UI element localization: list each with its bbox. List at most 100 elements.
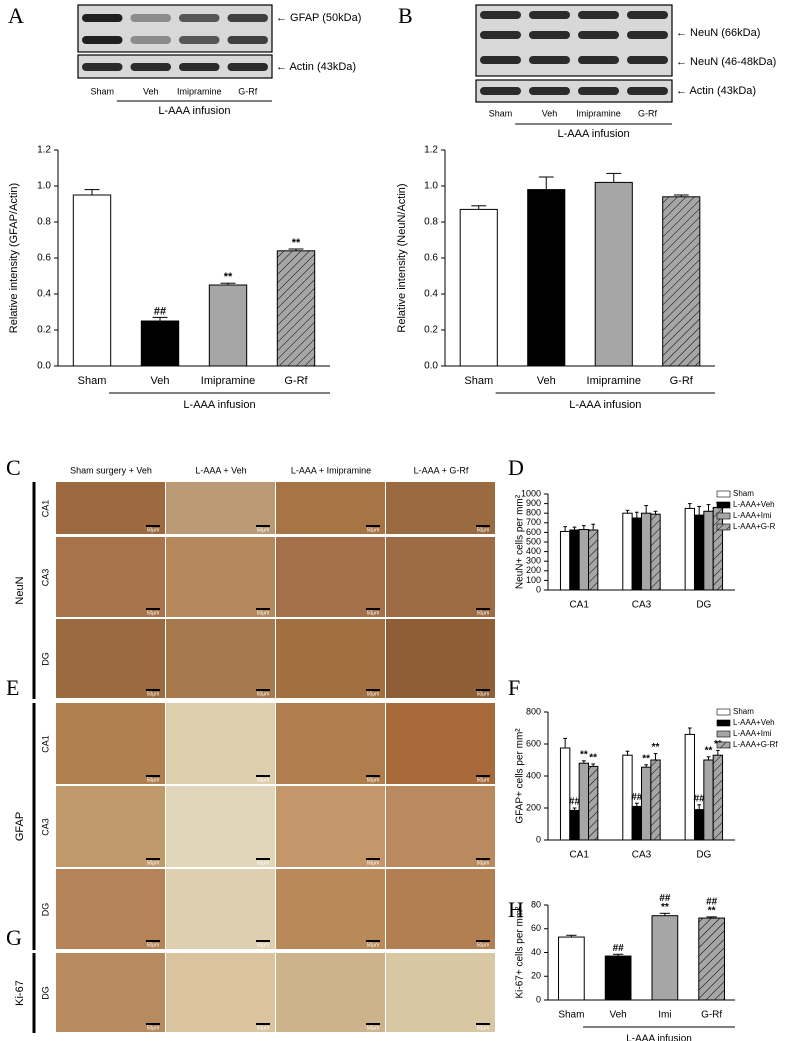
significance: ** bbox=[224, 271, 233, 283]
blot-band bbox=[578, 31, 619, 39]
x-tick-label: CA1 bbox=[569, 600, 589, 611]
y-tick-label: 400 bbox=[526, 770, 541, 780]
x-tick-label: DG bbox=[696, 600, 711, 611]
bar bbox=[631, 517, 643, 591]
micrograph bbox=[386, 703, 495, 784]
scale-label: 50μm bbox=[257, 860, 270, 866]
row-label: CA1 bbox=[40, 735, 50, 753]
scale-bar bbox=[366, 858, 380, 860]
column-header: Sham surgery + Veh bbox=[70, 465, 152, 475]
significance: ** bbox=[580, 749, 588, 760]
y-tick-label: 80 bbox=[531, 899, 541, 909]
bar bbox=[578, 529, 590, 591]
blot-band bbox=[529, 31, 570, 39]
legend-swatch bbox=[716, 741, 731, 749]
micrograph bbox=[276, 869, 385, 949]
bar bbox=[140, 320, 180, 367]
y-tick-label: 800 bbox=[526, 508, 541, 518]
group-label: L-AAA infusion bbox=[183, 399, 255, 411]
bar bbox=[559, 747, 571, 841]
micrograph bbox=[386, 537, 495, 617]
x-tick-label: Veh bbox=[151, 375, 170, 387]
significance: ** bbox=[705, 745, 713, 756]
scale-bar bbox=[256, 1023, 270, 1025]
blot-box bbox=[77, 4, 273, 53]
y-tick-label: 200 bbox=[526, 565, 541, 575]
x-tick-label: Sham bbox=[558, 1010, 584, 1021]
blot-band bbox=[480, 87, 521, 95]
legend-label: L-AAA+G-R bbox=[733, 522, 776, 531]
scale-bar bbox=[256, 858, 270, 860]
scale-label: 50μm bbox=[257, 777, 270, 783]
group-label: L-AAA infusion bbox=[158, 105, 230, 117]
y-tick-label: 0.2 bbox=[37, 325, 51, 336]
scale-label: 50μm bbox=[477, 527, 490, 533]
y-tick-label: 1.0 bbox=[424, 181, 438, 192]
x-tick-label: Sham bbox=[464, 375, 493, 387]
scale-label: 50μm bbox=[257, 691, 270, 697]
significance: ## bbox=[631, 792, 643, 803]
legend-label: L-AAA+Veh bbox=[733, 500, 775, 509]
y-axis-label: Relative intensity (GFAP/Actin) bbox=[8, 183, 20, 333]
scale-label: 50μm bbox=[257, 610, 270, 616]
y-tick-label: 0.4 bbox=[424, 289, 438, 300]
x-tick-label: Imi bbox=[658, 1010, 671, 1021]
micrograph bbox=[56, 869, 165, 949]
band-label: ← Actin (43kDa) bbox=[276, 61, 356, 73]
micrograph bbox=[166, 619, 275, 698]
legend-swatch bbox=[716, 501, 731, 509]
panel-letter: E bbox=[6, 675, 19, 700]
scale-bar bbox=[366, 1023, 380, 1025]
micrograph bbox=[276, 786, 385, 867]
y-tick-label: 0 bbox=[536, 994, 541, 1004]
scale-bar bbox=[256, 689, 270, 691]
blot-band bbox=[529, 87, 570, 95]
micrograph bbox=[56, 619, 165, 698]
bar bbox=[569, 809, 580, 841]
significance: ## bbox=[694, 793, 706, 804]
significance: ## bbox=[154, 305, 166, 317]
group-label: L-AAA infusion bbox=[626, 1034, 692, 1041]
y-axis-label: GFAP+ cells per mm² bbox=[515, 728, 526, 824]
scale-label: 50μm bbox=[147, 527, 160, 533]
scale-bar bbox=[366, 940, 380, 942]
y-axis-label: Relative intensity (NeuN/Actin) bbox=[396, 183, 408, 332]
scale-bar bbox=[256, 525, 270, 527]
blot-box bbox=[475, 79, 673, 103]
scale-bar bbox=[476, 608, 490, 610]
scale-bar bbox=[146, 1023, 160, 1025]
scale-label: 50μm bbox=[477, 777, 490, 783]
group-name: Ki-67 bbox=[14, 980, 26, 1006]
panel-letter: F bbox=[508, 675, 520, 700]
blot-band bbox=[480, 31, 521, 39]
scale-label: 50μm bbox=[477, 610, 490, 616]
bar bbox=[459, 208, 498, 367]
group-label: L-AAA infusion bbox=[569, 399, 641, 411]
significance: ## bbox=[659, 893, 671, 904]
micrograph bbox=[166, 703, 275, 784]
blot-band bbox=[578, 56, 619, 64]
bar bbox=[662, 196, 701, 367]
bar bbox=[650, 513, 661, 591]
significance: ** bbox=[642, 753, 650, 764]
y-tick-label: 200 bbox=[526, 802, 541, 812]
scale-label: 50μm bbox=[147, 777, 160, 783]
bar bbox=[631, 805, 643, 841]
scale-label: 50μm bbox=[147, 942, 160, 948]
y-tick-label: 0.2 bbox=[424, 325, 438, 336]
scale-label: 50μm bbox=[257, 942, 270, 948]
y-tick-label: 300 bbox=[526, 556, 541, 566]
bar bbox=[622, 512, 633, 591]
row-label: DG bbox=[40, 986, 50, 1000]
panel-letter: D bbox=[508, 455, 524, 480]
legend-swatch bbox=[716, 523, 731, 531]
blot-band bbox=[82, 14, 123, 22]
blot-band bbox=[227, 14, 268, 22]
y-tick-label: 0.0 bbox=[37, 361, 51, 372]
y-tick-label: 0.0 bbox=[424, 361, 438, 372]
blot-band bbox=[627, 31, 668, 39]
bar bbox=[703, 510, 714, 591]
blot-band bbox=[179, 14, 220, 22]
scale-bar bbox=[476, 775, 490, 777]
